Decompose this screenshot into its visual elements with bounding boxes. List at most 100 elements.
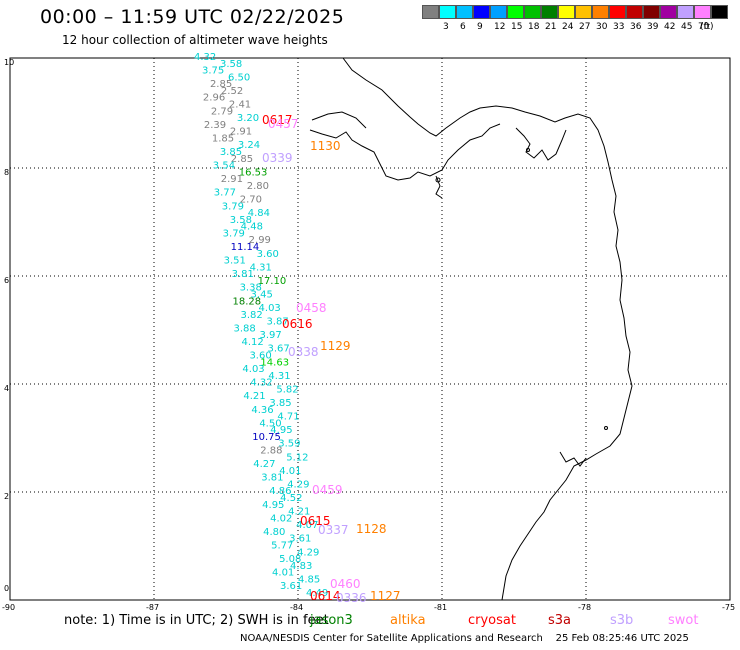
legend-label: 30 <box>596 22 608 32</box>
wave-height-label: 3.58 <box>230 215 252 226</box>
wave-height-label: 4.29 <box>297 547 319 558</box>
wave-height-label: 3.45 <box>251 289 273 300</box>
legend-label: 39 <box>647 22 659 32</box>
wave-height-label: 2.96 <box>203 93 225 104</box>
timestamp-text: 25 Feb 08:25:46 UTC 2025 <box>555 633 689 644</box>
wave-height-label: 2.85 <box>210 79 232 90</box>
wave-height-label: 3.77 <box>214 188 236 199</box>
wave-height-label: 3.60 <box>257 249 279 260</box>
legend-label: 6 <box>460 22 466 32</box>
lon-tick-label: -90 <box>2 603 16 612</box>
wave-height-label: 10.75 <box>252 432 281 443</box>
note-text: note: 1) Time is in UTC; 2) SWH is in fe… <box>64 613 329 628</box>
wave-height-label: 2.79 <box>211 106 233 117</box>
wave-height-label: 17.10 <box>258 276 287 287</box>
wave-height-label: 2.91 <box>230 127 252 138</box>
wave-height-label: 4.02 <box>270 513 292 524</box>
wave-height-label: 4.80 <box>263 527 285 538</box>
legend-label: 27 <box>579 22 591 32</box>
wave-height-label: 4.36 <box>251 405 273 416</box>
page-title: 00:00 – 11:59 UTC 02/22/2025 <box>40 6 345 28</box>
wave-height-label: 4.86 <box>269 486 291 497</box>
lat-tick-label: 2 <box>4 492 10 501</box>
coastline <box>309 57 633 601</box>
wave-height-label: 3.81 <box>261 473 283 484</box>
wave-height-label: 14.63 <box>260 357 289 368</box>
pass-time-label: 0457 <box>268 117 299 131</box>
legend-label: 45 <box>681 22 693 32</box>
legend-swatch <box>609 5 626 19</box>
pass-time-label: 0458 <box>296 301 327 315</box>
footer-credit: NOAA/NESDIS Center for Satellite Applica… <box>240 633 689 644</box>
wave-height-label: 2.88 <box>260 446 282 457</box>
legend-label: 18 <box>528 22 540 32</box>
wave-height-label: 4.31 <box>250 262 272 273</box>
wave-height-label: 11.14 <box>231 242 260 253</box>
wave-height-label: 18.28 <box>233 296 262 307</box>
wave-height-label: 3.38 <box>240 283 262 294</box>
track-labels: 4.323.583.756.502.852.522.962.412.793.20… <box>194 52 328 599</box>
wave-height-label: 3.79 <box>223 228 245 239</box>
satellite-label-s3a: s3a <box>548 613 572 628</box>
wave-height-label: 5.77 <box>271 541 293 552</box>
wave-height-label: 6.50 <box>228 72 250 83</box>
wave-height-label: 5.08 <box>279 554 301 565</box>
lon-tick-label: -81 <box>434 603 448 612</box>
wave-height-label: 3.51 <box>224 256 246 267</box>
lat-tick-label: 8 <box>4 168 10 177</box>
legend-label: 36 <box>630 22 642 32</box>
wave-height-label: 4.95 <box>262 500 284 511</box>
legend-swatch <box>558 5 575 19</box>
lon-tick-label: -87 <box>146 603 160 612</box>
wave-height-label: 4.85 <box>298 574 320 585</box>
map-frame <box>9 57 731 601</box>
pass-time-label: 1127 <box>370 589 401 603</box>
wave-height-label: 3.61 <box>280 581 302 592</box>
wave-height-label: 3.61 <box>289 534 311 545</box>
wave-height-label: 16.53 <box>239 167 268 178</box>
wave-height-label: 4.21 <box>288 507 310 518</box>
wave-height-label: 3.24 <box>238 140 260 151</box>
legend-swatch <box>643 5 660 19</box>
legend-swatch <box>541 5 558 19</box>
satellite-label-jason3: jason3 <box>310 613 353 628</box>
pass-time-label: 1128 <box>356 522 387 536</box>
wave-height-label: 5.12 <box>286 452 308 463</box>
pass-time-label: 0614 <box>310 589 341 603</box>
legend-swatch <box>490 5 507 19</box>
pass-time-label: 0337 <box>318 523 349 537</box>
pass-time-label: 1129 <box>320 339 351 353</box>
wave-height-label: 2.99 <box>249 235 271 246</box>
wave-height-label: 4.32 <box>250 378 272 389</box>
wave-height-label: 3.54 <box>213 161 235 172</box>
wave-height-label: 3.67 <box>267 344 289 355</box>
wave-height-label: 4.31 <box>268 371 290 382</box>
legend-swatch <box>711 5 728 19</box>
pass-time-label: 0460 <box>330 577 361 591</box>
legend-swatch <box>456 5 473 19</box>
legend-unit: (ft) <box>700 22 714 32</box>
legend-label: 15 <box>511 22 523 32</box>
pass-time-label: 0616 <box>282 317 313 331</box>
lat-tick-label: 6 <box>4 276 10 285</box>
wave-height-label: 3.75 <box>202 66 224 77</box>
pass-time-label: 0459 <box>312 483 343 497</box>
wave-height-label: 4.03 <box>259 303 281 314</box>
wave-height-label: 2.85 <box>231 154 253 165</box>
satellite-label-cryosat: cryosat <box>468 613 516 628</box>
lon-tick-label: -78 <box>578 603 592 612</box>
wave-height-label: 4.29 <box>287 479 309 490</box>
wave-height-label: 3.88 <box>233 323 255 334</box>
wave-height-label: 4.01 <box>279 466 301 477</box>
wave-height-label: 2.41 <box>229 99 251 110</box>
legend-label: 12 <box>494 22 506 32</box>
lat-tick-label: 10 <box>4 58 15 67</box>
legend-swatch <box>422 5 439 19</box>
wave-height-label: 1.85 <box>212 133 234 144</box>
wave-height-label: 2.91 <box>221 174 243 185</box>
legend-label: 9 <box>477 22 483 32</box>
wave-height-label: 2.70 <box>240 194 262 205</box>
page-subtitle: 12 hour collection of altimeter wave hei… <box>62 33 328 47</box>
wave-height-label: 3.85 <box>269 398 291 409</box>
